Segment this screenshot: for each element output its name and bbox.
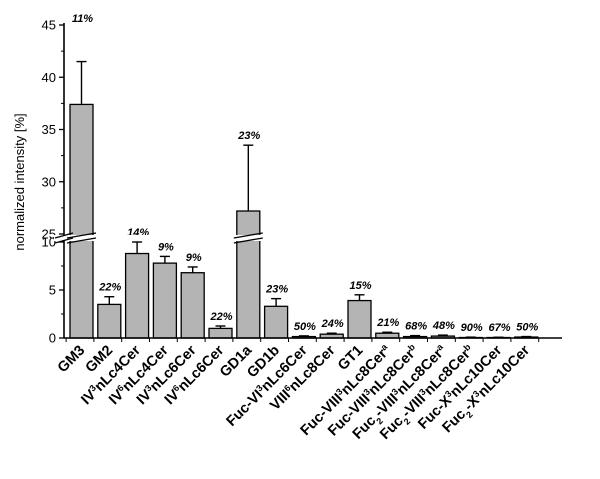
bar	[124, 252, 150, 339]
cv-label: 50%	[516, 322, 538, 334]
y-tick-label: 5	[49, 283, 56, 298]
cv-label: 11%	[72, 13, 93, 25]
cv-label: 48%	[432, 320, 455, 332]
cv-label: 21%	[376, 317, 399, 329]
cv-label: 68%	[405, 321, 427, 333]
cv-label: 9%	[186, 252, 202, 264]
bar	[347, 299, 372, 339]
bars-group	[69, 103, 539, 339]
y-tick-label: 30	[42, 174, 56, 189]
y-tick-label: 0	[49, 331, 56, 346]
axis-break-gap	[54, 235, 354, 241]
axis-break	[54, 232, 354, 244]
bar-break-mark	[66, 237, 97, 244]
y-tick-label: 25	[42, 227, 56, 242]
bar-break-mark	[233, 237, 263, 244]
y-axis-title: normalized intensity [%]	[12, 113, 27, 250]
cv-label: 50%	[294, 321, 316, 333]
cv-label: 67%	[488, 322, 510, 334]
cv-label: 9%	[158, 241, 174, 253]
bar	[236, 210, 261, 339]
cv-label: 22%	[209, 311, 232, 323]
y-tick-label: 45	[42, 18, 56, 33]
bar	[208, 327, 233, 339]
y-tick-label: 10	[42, 235, 56, 250]
bar	[97, 303, 122, 339]
axis-break-mark	[54, 237, 74, 244]
bar-break-mark	[66, 232, 97, 239]
bar-break-mark	[233, 232, 263, 239]
y-axis-title-group: normalized intensity [%]	[12, 113, 27, 250]
cv-label: 23%	[237, 130, 260, 142]
y-tick-label: 35	[42, 122, 56, 137]
cv-label: 23%	[265, 284, 288, 296]
cv-label: 24%	[321, 318, 344, 330]
category-labels-group: GM3GM2IV3nLc4CerIV6nLc4CerIV3nLc6CerIV6n…	[55, 341, 534, 443]
bar	[180, 272, 205, 339]
y-tick-label: 40	[42, 70, 56, 85]
cv-label: 15%	[349, 280, 371, 292]
category-label: GM3	[55, 343, 89, 377]
bar	[263, 305, 289, 339]
bar	[152, 262, 178, 339]
bar	[69, 103, 94, 339]
cv-labels-group: 11%22%14%9%9%22%23%23%50% 24%15%21% 68% 48%…	[72, 13, 539, 334]
axis-break-mark	[54, 232, 74, 239]
cv-label: 90%	[461, 322, 483, 334]
cv-label: 22%	[98, 282, 121, 294]
